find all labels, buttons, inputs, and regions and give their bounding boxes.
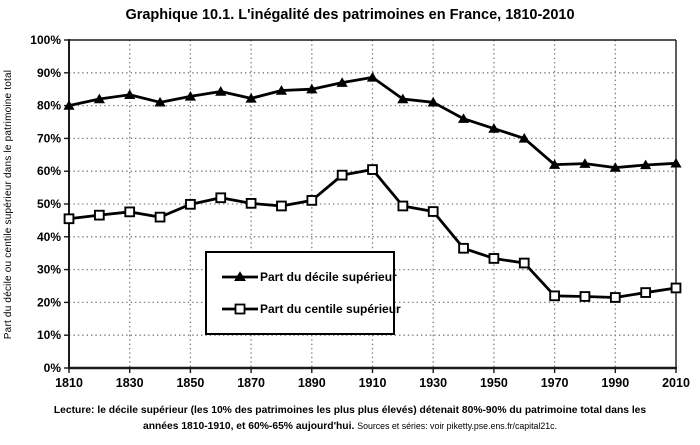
square-marker-icon: [222, 303, 258, 315]
triangle-marker: [93, 93, 105, 104]
square-marker: [306, 195, 318, 206]
y-tick-label: 0%: [44, 361, 62, 375]
square-marker: [397, 200, 409, 212]
y-tick-label: 90%: [37, 66, 61, 80]
x-tick-label: 1970: [541, 376, 569, 390]
triangle-marker: [366, 71, 379, 82]
triangle-marker: [549, 159, 561, 169]
triangle-marker: [124, 89, 136, 99]
x-tick-label: 1910: [359, 376, 387, 390]
x-tick-label: 1810: [55, 376, 83, 390]
square-marker: [518, 257, 530, 269]
square-marker: [124, 206, 136, 218]
y-tick-label: 80%: [37, 99, 61, 113]
square-marker: [609, 292, 621, 303]
x-tick-label: 1930: [419, 376, 447, 390]
square-marker: [185, 198, 196, 210]
triangle-marker: [609, 162, 621, 172]
square-marker: [549, 290, 560, 302]
triangle-marker: [427, 96, 439, 107]
triangle-marker: [245, 92, 257, 103]
y-tick-label: 60%: [37, 164, 61, 178]
y-tick-label: 10%: [37, 328, 61, 342]
legend-label-centile: Part du centile supérieur: [260, 301, 401, 316]
triangle-marker: [275, 85, 288, 95]
square-marker: [670, 282, 682, 294]
square-marker: [215, 192, 227, 204]
triangle-marker: [154, 96, 166, 107]
square-marker: [63, 213, 75, 225]
x-tick-label: 1830: [116, 376, 144, 390]
y-tick-label: 70%: [37, 131, 61, 145]
square-marker: [488, 253, 500, 264]
square-marker: [154, 211, 166, 223]
y-tick-label: 20%: [37, 295, 61, 309]
triangle-marker: [306, 83, 318, 94]
triangle-marker: [184, 91, 196, 101]
y-tick-label: 100%: [30, 33, 61, 47]
x-tick-label: 1850: [176, 376, 204, 390]
square-marker: [93, 209, 105, 221]
caption-line2-container: années 1810-1910, et 60%-65% aujourd'hui…: [0, 419, 700, 435]
x-tick-label: 1950: [480, 376, 508, 390]
chart-title: Graphique 10.1. L'inégalité des patrimoi…: [125, 7, 575, 23]
triangle-marker: [518, 133, 530, 143]
square-marker: [367, 164, 378, 175]
x-tick-label: 1870: [237, 376, 265, 390]
series-line-decile: [68, 75, 677, 169]
triangle-marker: [579, 158, 591, 168]
square-marker: [336, 169, 348, 181]
x-tick-label: 1890: [298, 376, 326, 390]
square-marker: [276, 200, 287, 212]
square-marker: [458, 242, 469, 254]
square-marker: [579, 291, 591, 302]
legend-item-decile: Part du décile supérieur: [221, 270, 397, 284]
triangle-marker: [640, 159, 652, 170]
triangle-marker: [336, 77, 348, 87]
x-tick-label: 2010: [662, 376, 690, 390]
triangle-marker: [457, 113, 470, 123]
triangle-marker: [670, 157, 682, 168]
x-tick-label: 1990: [601, 376, 629, 390]
legend: Part du décile supérieur Part du centile…: [205, 251, 401, 335]
legend-item-centile: Part du centile supérieur: [221, 302, 401, 316]
y-tick-label: 40%: [37, 230, 61, 244]
y-tick-label: 30%: [37, 263, 61, 277]
square-marker: [640, 287, 652, 298]
triangle-marker: [215, 86, 227, 96]
caption-line1: Lecture: le décile supérieur (les 10% de…: [53, 405, 647, 416]
triangle-marker-icon: [222, 271, 258, 282]
y-tick-label: 50%: [37, 197, 61, 211]
caption-line2: années 1810-1910, et 60%-65% aujourd'hui…: [142, 420, 355, 432]
triangle-marker: [488, 123, 500, 133]
triangle-marker: [397, 93, 409, 104]
square-marker: [245, 197, 257, 209]
triangle-marker: [63, 100, 75, 110]
square-marker: [427, 206, 439, 217]
caption: Lecture: le décile supérieur (les 10% de…: [0, 403, 700, 435]
caption-sources: Sources et séries: voir piketty.pse.ens.…: [357, 420, 558, 431]
legend-label-decile: Part du décile supérieur: [260, 270, 397, 285]
